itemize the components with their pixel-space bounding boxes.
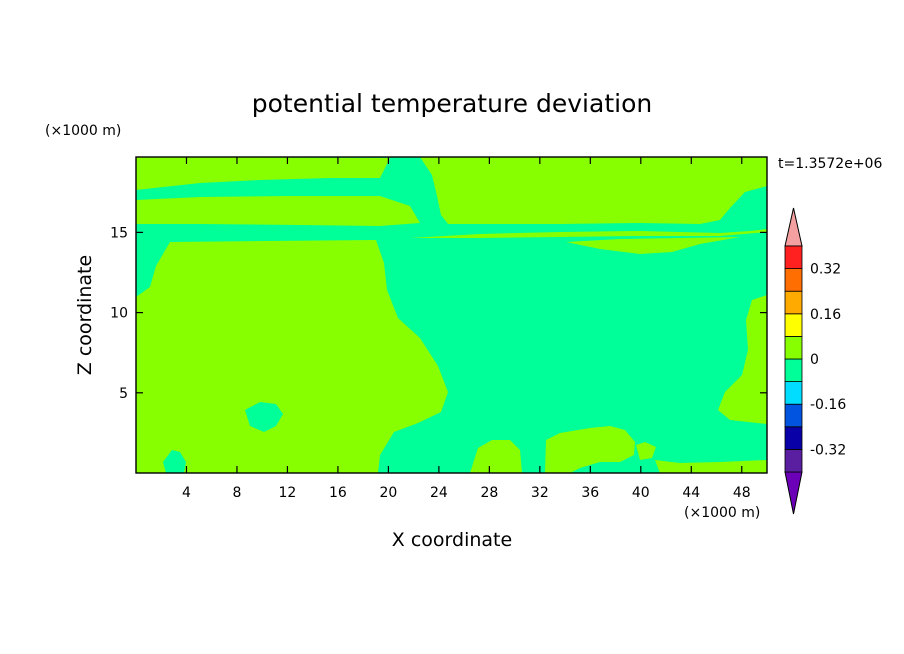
colorbar-swatch [784, 335, 803, 360]
colorbar-swatch [784, 403, 803, 428]
colorbar: 0.32 0.16 0 -0.16 -0.32 [784, 207, 846, 515]
x-tick-label: 12 [279, 485, 297, 501]
colorbar-swatch [784, 268, 803, 292]
positive-region-bottom-blob-1 [470, 440, 522, 473]
x-tick-label: 48 [733, 485, 751, 501]
colorbar-label: -0.32 [810, 442, 846, 458]
x-tick-label: 4 [182, 485, 191, 501]
colorbar-swatch [784, 313, 803, 337]
positive-region-top-left [136, 157, 390, 190]
colorbar-swatch [784, 290, 803, 315]
positive-region-pocket [566, 237, 740, 254]
x-tick-label: 28 [480, 485, 498, 501]
x-tick-label: 8 [232, 485, 241, 501]
positive-region-right-edge [718, 295, 767, 424]
x-tick-label: 16 [329, 485, 347, 501]
colorbar-swatch [784, 381, 803, 405]
colorbar-label: 0 [810, 352, 819, 368]
negative-island-small [245, 402, 283, 432]
time-label: t=1.3572e+06 [778, 156, 882, 172]
y-tick-label: 5 [119, 386, 128, 402]
positive-region-bottom-blob-3 [636, 442, 656, 460]
x-tick-label: 20 [379, 485, 397, 501]
x-tick-label: 32 [531, 485, 549, 501]
colorbar-label: 0.16 [810, 307, 841, 323]
colorbar-label: 0.32 [810, 262, 841, 278]
y-axis-label: Z coordinate [74, 255, 96, 375]
colorbar-swatch [784, 358, 803, 383]
positive-region-bottom-right [655, 460, 767, 473]
contour-field [136, 157, 767, 473]
negative-band-line [136, 224, 420, 230]
x-axis-label: X coordinate [392, 529, 512, 551]
colorbar-under-triangle [784, 471, 803, 515]
x-axis-ticks: 4 8 12 16 20 24 28 32 36 40 44 48 [182, 157, 751, 501]
x-axis-unit: (×1000 m) [684, 505, 760, 521]
x-tick-label: 36 [581, 485, 599, 501]
x-tick-label: 40 [632, 485, 650, 501]
colorbar-swatch [784, 245, 803, 270]
x-tick-label: 24 [430, 485, 448, 501]
chart-title: potential temperature deviation [252, 89, 652, 118]
y-tick-label: 15 [110, 225, 128, 241]
y-tick-label: 10 [110, 306, 128, 322]
plot-frame [135, 156, 768, 474]
positive-region-thin-strip [410, 229, 767, 238]
positive-region-top-band-left [136, 196, 420, 226]
negative-island-bottom-left [163, 450, 186, 473]
colorbar-over-triangle [784, 207, 803, 247]
positive-region-bottom-blob-2 [545, 426, 635, 473]
y-axis-ticks: 5 10 15 [110, 225, 767, 402]
positive-region-lower-left [136, 240, 448, 473]
positive-region-top-right [420, 157, 767, 224]
colorbar-swatch [784, 448, 803, 473]
x-tick-label: 44 [682, 485, 700, 501]
colorbar-swatch [784, 426, 803, 450]
y-axis-unit: (×1000 m) [45, 123, 121, 139]
colorbar-label: -0.16 [810, 397, 846, 413]
